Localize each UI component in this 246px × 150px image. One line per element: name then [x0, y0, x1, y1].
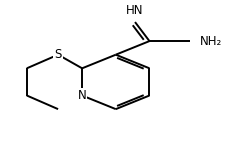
Text: HN: HN — [126, 4, 144, 17]
Text: S: S — [54, 48, 62, 61]
Text: N: N — [78, 89, 87, 102]
Text: NH₂: NH₂ — [200, 35, 222, 48]
